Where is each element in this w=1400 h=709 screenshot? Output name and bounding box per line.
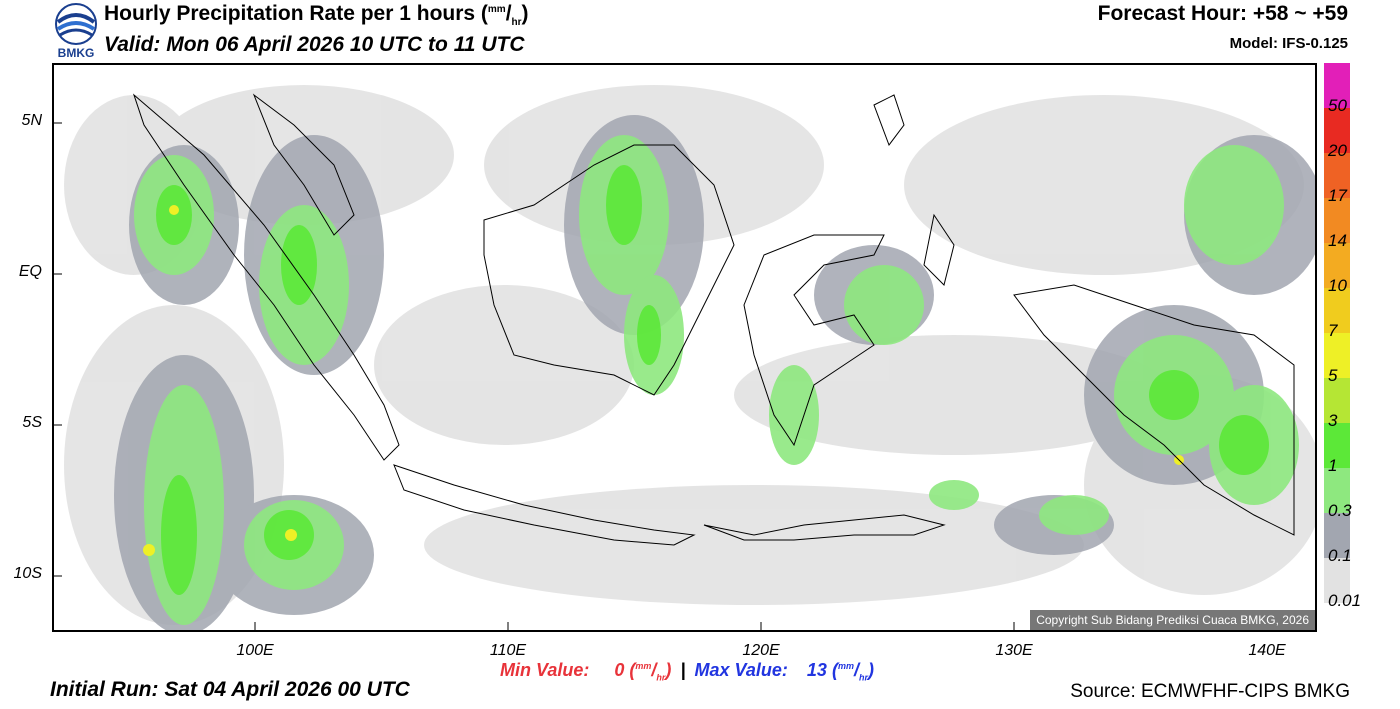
forecast-hour: Forecast Hour: +58 ~ +59 <box>1097 2 1348 25</box>
colorbar-segment <box>1324 198 1350 243</box>
lat-label-5n: 5N <box>21 112 42 129</box>
colorbar-label: 10 <box>1328 276 1347 295</box>
colorbar-segment <box>1324 333 1350 378</box>
title-close: ) <box>521 2 529 25</box>
lon-label-120e: 120E <box>742 642 780 659</box>
colorbar-label: 5 <box>1328 366 1338 385</box>
colorbar-segment <box>1324 378 1350 423</box>
intense-rain-spots <box>143 205 1184 556</box>
colorbar-label: 7 <box>1328 321 1338 340</box>
colorbar-segment <box>1324 288 1350 333</box>
colorbar-label: 17 <box>1328 186 1347 205</box>
min-max-values: Min Value: 0 (mm/hr) | Max Value: 13 (mm… <box>500 660 874 683</box>
lon-label-140e: 140E <box>1248 642 1286 659</box>
copyright-notice: Copyright Sub Bidang Prediksi Cuaca BMKG… <box>1030 610 1315 630</box>
lon-label-100e: 100E <box>236 642 274 659</box>
min-unit-top: mm <box>635 661 652 671</box>
bmkg-logo-icon <box>55 3 97 45</box>
colorbar-segment <box>1324 108 1350 153</box>
title-unit-sep: / <box>505 2 512 25</box>
colorbar-label: 50 <box>1328 96 1347 115</box>
colorbar-label: 1 <box>1328 456 1338 475</box>
lon-label-130e: 130E <box>995 642 1033 659</box>
logo-text: BMKG <box>57 46 95 60</box>
coastlines <box>132 93 1295 546</box>
max-value: 13 <box>806 660 827 680</box>
chart-title: Hourly Precipitation Rate per 1 hours (m… <box>104 2 529 28</box>
title-unit-bottom: hr <box>511 17 522 29</box>
colorbar-segment <box>1324 513 1350 558</box>
model-name: Model: IFS-0.125 <box>1229 35 1348 52</box>
lat-label-5s: 5S <box>22 414 42 431</box>
min-label: Min Value: <box>500 660 590 680</box>
min-value: 0 <box>614 660 625 680</box>
lat-label-eq: EQ <box>18 263 42 280</box>
colorbar-segment <box>1324 468 1350 513</box>
data-source: Source: ECMWFHF-CIPS BMKG <box>1070 681 1350 702</box>
colorbar-label: 3 <box>1328 411 1338 430</box>
title-main: Hourly Precipitation Rate per 1 hours ( <box>104 2 488 25</box>
title-unit-top: mm <box>487 4 506 15</box>
max-unit-bottom: hr <box>858 672 868 683</box>
lat-label-10s: 10S <box>13 565 42 582</box>
precipitation-map[interactable] <box>52 63 1317 632</box>
lon-label-110e: 110E <box>489 642 527 659</box>
colorbar-label: 0.01 <box>1328 591 1362 610</box>
colorbar-label: 14 <box>1328 231 1347 250</box>
initial-run: Initial Run: Sat 04 April 2026 00 UTC <box>50 678 410 701</box>
valid-time: Valid: Mon 06 April 2026 10 UTC to 11 UT… <box>104 33 525 56</box>
colorbar-segment <box>1324 63 1350 108</box>
colorbar-segment <box>1324 558 1350 603</box>
bmkg-logo: BMKG <box>52 2 100 60</box>
max-unit-top: mm <box>837 661 854 671</box>
max-label: Max Value: <box>694 660 788 680</box>
min-unit-bottom: hr <box>656 672 666 683</box>
colorbar-label: 0.1 <box>1328 546 1352 565</box>
colorbar-segment <box>1324 423 1350 468</box>
colorbar-segment <box>1324 243 1350 288</box>
colorbar-label: 0.3 <box>1328 501 1352 520</box>
colorbar-label: 20 <box>1328 141 1347 160</box>
colorbar-segment <box>1324 153 1350 198</box>
colorbar <box>1324 63 1350 603</box>
map-field <box>54 85 1315 630</box>
value-separator: | <box>680 660 686 680</box>
